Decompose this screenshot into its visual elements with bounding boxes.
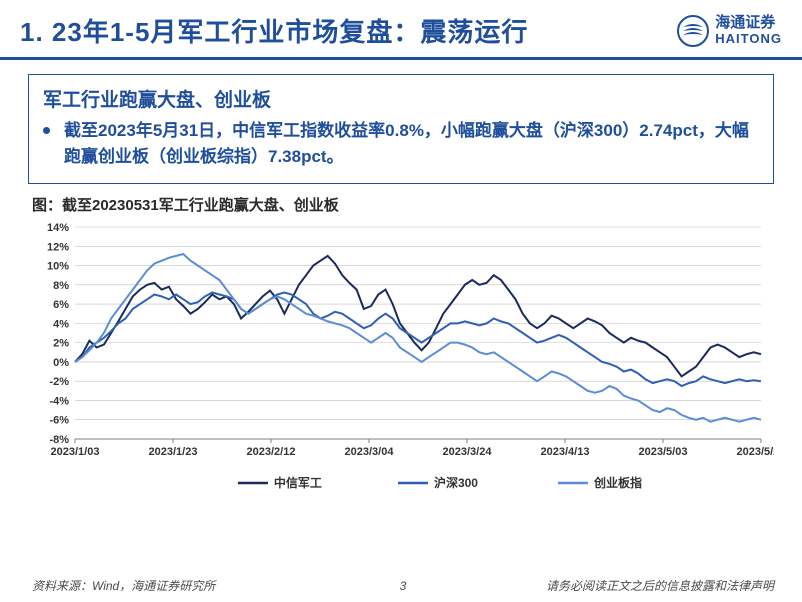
svg-text:2%: 2% [53, 337, 69, 349]
svg-text:中信军工: 中信军工 [274, 475, 322, 490]
svg-text:-6%: -6% [49, 414, 69, 426]
svg-text:创业板指: 创业板指 [593, 475, 642, 490]
svg-text:-8%: -8% [49, 434, 69, 446]
svg-text:-2%: -2% [49, 376, 69, 388]
brand-logo: 海通证券 HAITONG [675, 13, 782, 49]
svg-text:8%: 8% [53, 280, 69, 292]
page-title: 1. 23年1-5月军工行业市场复盘：震荡运行 [20, 12, 675, 49]
svg-text:2023/1/03: 2023/1/03 [51, 446, 100, 458]
footer: 资料来源：Wind，海通证券研究所 3 请务必阅读正文之后的信息披露和法律声明 [32, 577, 774, 594]
footer-disclaimer: 请务必阅读正文之后的信息披露和法律声明 [423, 577, 774, 594]
svg-text:2023/3/04: 2023/3/04 [345, 446, 395, 458]
summary-box: 军工行业跑赢大盘、创业板 截至2023年5月31日，中信军工指数收益率0.8%，… [28, 74, 774, 184]
summary-title: 军工行业跑赢大盘、创业板 [43, 85, 759, 112]
svg-text:2023/5/23: 2023/5/23 [737, 446, 774, 458]
chart-container: -8% -6% -4% -2% 0% 2% 4% 6% 8% 10% 12% 14% 2023/1/03… [28, 217, 774, 497]
footer-source: 资料来源：Wind，海通证券研究所 [32, 577, 383, 594]
svg-text:2023/2/12: 2023/2/12 [247, 446, 296, 458]
svg-text:10%: 10% [47, 260, 69, 272]
svg-text:2023/4/13: 2023/4/13 [541, 446, 590, 458]
svg-text:-4%: -4% [49, 395, 69, 407]
summary-bullet: 截至2023年5月31日，中信军工指数收益率0.8%，小幅跑赢大盘（沪深300）… [43, 118, 759, 171]
line-chart: -8% -6% -4% -2% 0% 2% 4% 6% 8% 10% 12% 14% 2023/1/03… [28, 217, 774, 497]
svg-text:2023/1/23: 2023/1/23 [149, 446, 198, 458]
logo-cn: 海通证券 [715, 15, 775, 32]
chart-title: 图：截至20230531军工行业跑赢大盘、创业板 [32, 194, 770, 215]
svg-text:12%: 12% [47, 241, 69, 253]
svg-text:2023/3/24: 2023/3/24 [443, 446, 493, 458]
header: 1. 23年1-5月军工行业市场复盘：震荡运行 海通证券 HAITONG [0, 0, 802, 60]
footer-page: 3 [383, 579, 423, 593]
svg-text:0%: 0% [53, 357, 69, 369]
svg-text:4%: 4% [53, 318, 69, 330]
haitong-icon [675, 13, 711, 49]
svg-text:2023/5/03: 2023/5/03 [639, 446, 688, 458]
svg-text:沪深300: 沪深300 [434, 475, 478, 490]
summary-text: 截至2023年5月31日，中信军工指数收益率0.8%，小幅跑赢大盘（沪深300）… [64, 118, 759, 171]
logo-en: HAITONG [715, 32, 782, 46]
svg-text:6%: 6% [53, 299, 69, 311]
svg-text:14%: 14% [47, 222, 69, 234]
bullet-icon [43, 127, 50, 134]
